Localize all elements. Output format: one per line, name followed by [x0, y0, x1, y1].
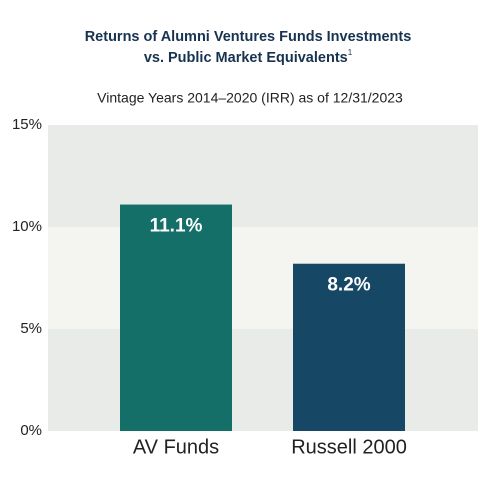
- background-band: [48, 329, 478, 431]
- y-tick-label: 0%: [20, 422, 42, 439]
- chart-subtitle: Vintage Years 2014–2020 (IRR) as of 12/3…: [97, 90, 403, 106]
- background-band: [48, 125, 478, 227]
- x-tick-label: Russell 2000: [291, 436, 407, 458]
- background-band: [48, 227, 478, 329]
- data-label: 11.1%: [150, 216, 203, 237]
- y-tick-label: 5%: [20, 320, 42, 337]
- bar: [120, 204, 232, 431]
- footnote-mark: 1: [348, 48, 353, 57]
- chart-title: Returns of Alumni Ventures Funds Investm…: [85, 29, 412, 45]
- bar: [293, 263, 405, 431]
- chart-title: vs. Public Market Equivalents1: [144, 48, 353, 66]
- x-tick-label: AV Funds: [133, 436, 219, 458]
- y-tick-label: 10%: [12, 218, 42, 235]
- y-tick-label: 15%: [12, 116, 42, 133]
- chart-title-line: vs. Public Market Equivalents: [144, 50, 348, 66]
- data-label: 8.2%: [327, 275, 370, 296]
